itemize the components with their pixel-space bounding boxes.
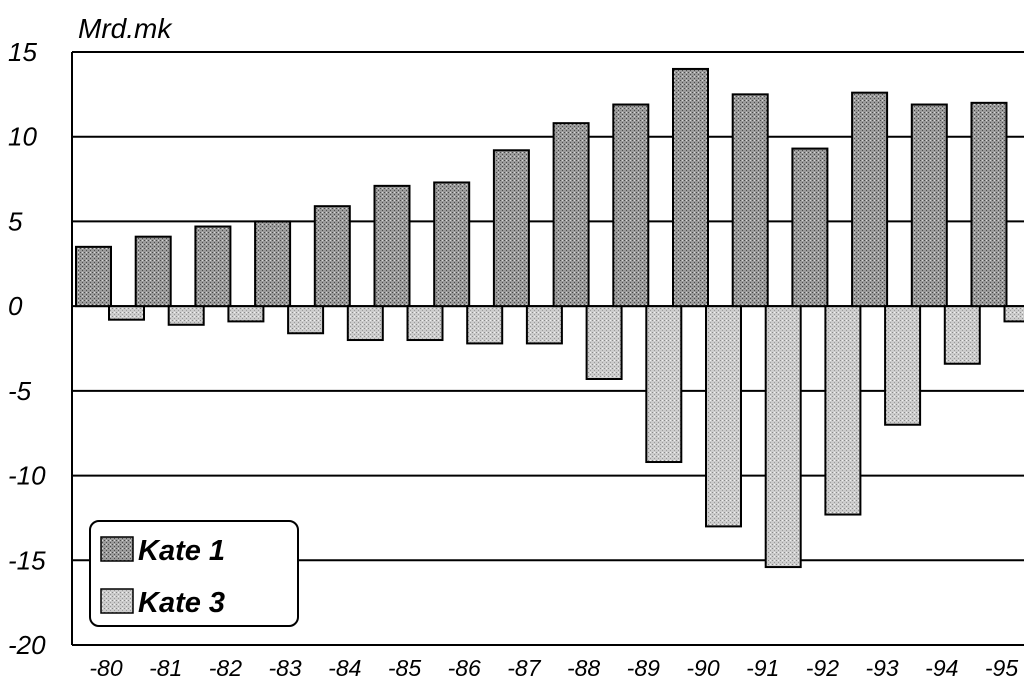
bar-kate3 — [824, 305, 862, 516]
x-tick-label: -89 — [627, 655, 660, 681]
bar-kate3 — [287, 305, 325, 335]
legend-swatch-kate1 — [100, 536, 134, 562]
bar-kate3 — [1003, 305, 1024, 323]
legend-label-kate1: Kate 1 — [138, 535, 225, 567]
bar-kate1 — [254, 220, 292, 308]
bar-kate3 — [705, 305, 742, 528]
bar-kate1 — [313, 205, 351, 308]
bar-kate3 — [406, 305, 444, 342]
bar-kate1 — [134, 235, 172, 308]
bar-kate3 — [466, 305, 504, 345]
y-tick-label: -5 — [8, 376, 32, 406]
x-tick-label: -83 — [268, 655, 301, 681]
y-tick-label: 0 — [8, 291, 23, 321]
bar-kate1 — [552, 122, 590, 308]
x-tick-label: -95 — [985, 655, 1018, 681]
legend-box — [89, 520, 299, 627]
bar-kate1 — [672, 67, 709, 308]
bar-kate1 — [970, 101, 1008, 308]
bar-kate3 — [525, 305, 563, 345]
bar-kate3 — [645, 305, 683, 464]
bar-kate3 — [585, 305, 623, 380]
legend: Kate 1 Kate 3 — [89, 520, 299, 627]
x-tick-label: -91 — [746, 655, 779, 681]
bar-kate3 — [108, 305, 145, 321]
x-tick-label: -85 — [388, 655, 421, 681]
bar-kate3 — [884, 305, 922, 426]
y-tick-label: 5 — [8, 206, 23, 236]
bar-kate1 — [851, 91, 889, 308]
bar-kate3 — [227, 305, 265, 323]
legend-swatch-kate3 — [100, 588, 134, 614]
x-tick-label: -87 — [507, 655, 541, 681]
y-tick-label: -15 — [8, 545, 46, 575]
bar-kate3 — [167, 305, 205, 326]
x-tick-label: -81 — [149, 655, 182, 681]
bars — [75, 67, 1024, 569]
bar-kate1 — [194, 225, 232, 308]
bar-kate1 — [910, 103, 948, 308]
bar-kate3 — [346, 305, 384, 342]
y-axis-unit-label: Mrd.mk — [78, 13, 173, 44]
x-tick-label: -82 — [209, 655, 242, 681]
x-tick-label: -94 — [925, 655, 958, 681]
bar-kate1 — [612, 103, 650, 308]
x-tick-label: -90 — [686, 655, 719, 681]
bar-kate1 — [492, 149, 530, 308]
bar-kate3 — [764, 305, 802, 569]
bar-kate1 — [433, 181, 471, 308]
bar-kate1 — [75, 245, 112, 308]
y-tick-label: -10 — [8, 461, 46, 491]
y-tick-label: -20 — [8, 630, 46, 660]
x-tick-label: -92 — [806, 655, 839, 681]
bar-kate1 — [373, 184, 411, 308]
bar-kate1 — [731, 93, 769, 308]
x-tick-label: -88 — [567, 655, 600, 681]
x-tick-label: -93 — [865, 655, 898, 681]
y-tick-label: 15 — [8, 37, 37, 67]
x-tick-label: -84 — [328, 655, 361, 681]
bar-kate1 — [791, 147, 829, 308]
bar-kate3 — [943, 305, 981, 365]
legend-label-kate3: Kate 3 — [138, 587, 225, 619]
x-tick-label: -86 — [448, 655, 481, 681]
x-axis-ticks: -80 -81 -82 -83 -84 -85 -86 -87 -88 -89 -90 -91 -92-… — [89, 655, 1018, 681]
y-axis-ticks: 15 10 5 0 -5 -10 -15 -20 — [8, 37, 46, 660]
x-tick-label: -80 — [89, 655, 122, 681]
y-tick-label: 10 — [8, 122, 37, 152]
